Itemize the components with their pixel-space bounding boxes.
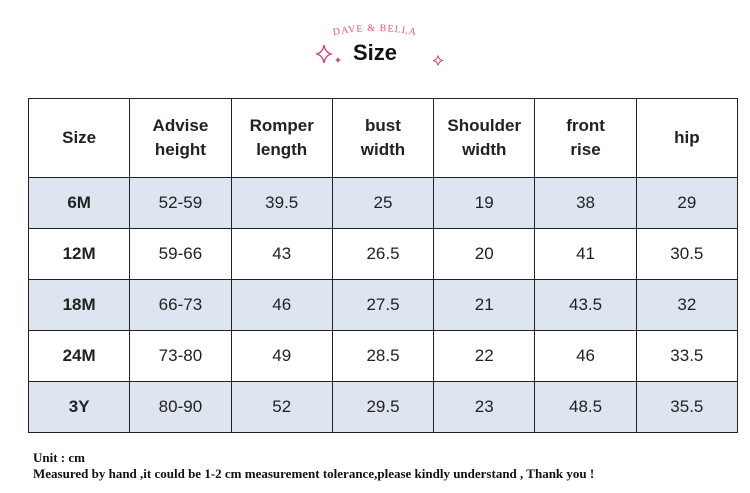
- table-row: 12M 59-66 43 26.5 20 41 30.5: [27, 228, 739, 280]
- table-cell: 32: [635, 279, 739, 331]
- header-cell: Advise height: [129, 98, 232, 178]
- brand-text-path: DAVE & BELLA: [332, 23, 417, 38]
- brand-logo: DAVE & BELLA: [332, 23, 418, 38]
- size-table: Size Advise height Romper length bust width…: [27, 98, 739, 433]
- table-cell: 41: [534, 228, 637, 280]
- table-cell: 38: [534, 177, 637, 229]
- header-row: Size Advise height Romper length bust width…: [27, 98, 739, 178]
- table-cell: 12M: [27, 228, 131, 280]
- table-cell: 24M: [27, 330, 131, 382]
- table-cell: 27.5: [331, 279, 435, 331]
- table-cell: 52: [230, 381, 333, 433]
- header-cell: Shoulder width: [433, 98, 536, 178]
- table-cell: 20: [433, 228, 536, 280]
- table-cell: 52-59: [129, 177, 232, 229]
- table-cell: 43.5: [534, 279, 637, 331]
- sparkle: [432, 54, 444, 67]
- table-cell: 3Y: [27, 381, 131, 433]
- table-cell: 39.5: [230, 177, 333, 229]
- table-cell: 30.5: [635, 228, 739, 280]
- table-cell: 35.5: [635, 381, 739, 433]
- table-cell: 21: [433, 279, 536, 331]
- table-cell: 25: [331, 177, 435, 229]
- measure-note: Measured by hand ,it could be 1-2 cm mea…: [33, 466, 595, 481]
- table-cell: 18M: [27, 279, 131, 331]
- table-cell: 23: [433, 381, 536, 433]
- brand-text: DAVE & BELLA: [332, 23, 418, 38]
- sparkle: [314, 44, 334, 64]
- header-cell: Size: [27, 98, 131, 178]
- table-cell: 59-66: [129, 228, 232, 280]
- table-cell: 28.5: [331, 330, 435, 382]
- table-cell: 6M: [27, 177, 131, 229]
- table-row: 6M 52-59 39.5 25 19 38 29: [27, 177, 739, 229]
- header-cell: hip: [635, 98, 739, 178]
- table-cell: 33.5: [635, 330, 739, 382]
- table-row: 18M 66-73 46 27.5 21 43.5 32: [27, 279, 739, 331]
- title: Size: [352, 40, 398, 65]
- table-cell: 22: [433, 330, 536, 382]
- table-cell: 80-90: [129, 381, 232, 433]
- table-cell: 46: [534, 330, 637, 382]
- table-cell: 49: [230, 330, 333, 382]
- table-cell: 43: [230, 228, 333, 280]
- sparkles: [314, 44, 444, 67]
- unit-note: Unit : cm: [33, 450, 85, 465]
- table-cell: 29.5: [331, 381, 435, 433]
- table-row: 24M 73-80 49 28.5 22 46 33.5: [27, 330, 739, 382]
- sparkle: [335, 57, 341, 63]
- table-cell: 48.5: [534, 381, 637, 433]
- table-row: 3Y 80-90 52 29.5 23 48.5 35.5: [27, 381, 739, 433]
- table-cell: 73-80: [129, 330, 232, 382]
- header-cell: front rise: [534, 98, 637, 178]
- table-cell: 19: [433, 177, 536, 229]
- table-cell: 26.5: [331, 228, 435, 280]
- header-cell: Romper length: [230, 98, 333, 178]
- table-cell: 66-73: [129, 279, 232, 331]
- table-cell: 46: [230, 279, 333, 331]
- table-cell: 29: [635, 177, 739, 229]
- header-cell: bust width: [331, 98, 435, 178]
